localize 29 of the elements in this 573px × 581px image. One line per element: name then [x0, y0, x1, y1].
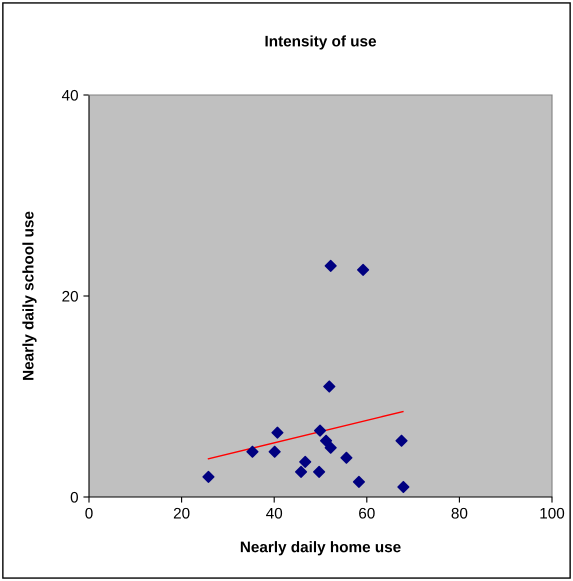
x-tick-label: 80	[452, 508, 468, 519]
y-tick-label: 20	[62, 290, 78, 302]
x-tick-label: 100	[540, 508, 564, 519]
point	[323, 380, 336, 393]
x-tick-label: 0	[85, 508, 93, 519]
y-axis-title: Nearly daily school use	[22, 212, 37, 380]
y-tick-label: 0	[70, 492, 78, 503]
point	[395, 434, 408, 447]
point	[340, 452, 352, 464]
x-axis-title: Nearly daily home use	[240, 541, 401, 556]
point	[313, 466, 326, 478]
chart-title: Intensity of use	[266, 35, 376, 50]
point	[294, 466, 308, 478]
point	[268, 446, 281, 458]
point	[246, 446, 259, 458]
point	[352, 476, 366, 488]
point	[324, 442, 337, 454]
point	[299, 456, 312, 468]
point	[324, 260, 337, 272]
x-tick-label: 60	[359, 508, 375, 519]
point	[202, 470, 215, 483]
y-tick-label: 40	[62, 90, 78, 101]
x-tick-label: 40	[266, 508, 282, 519]
point	[397, 480, 410, 494]
point	[271, 426, 284, 439]
x-tick-label: 20	[174, 508, 190, 519]
point	[314, 424, 326, 437]
point	[357, 264, 370, 276]
point	[320, 434, 332, 447]
